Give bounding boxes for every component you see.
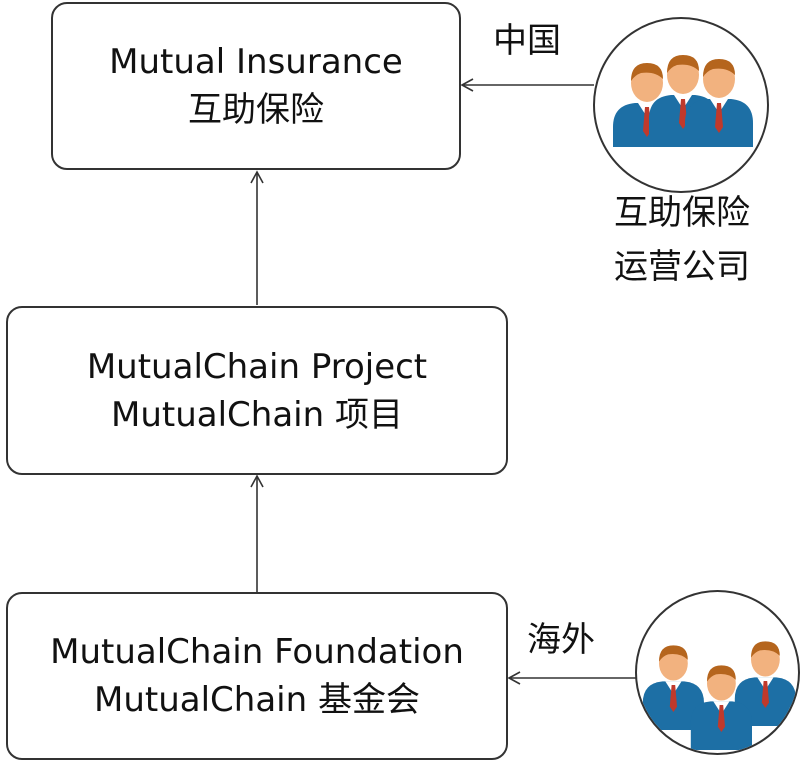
mutualchain-project-box: MutualChain Project MutualChain 项目 — [6, 306, 508, 475]
mutualchain-foundation-subtitle: MutualChain 基金会 — [94, 680, 420, 720]
person-icon — [642, 645, 704, 730]
mutual-insurance-box: Mutual Insurance 互助保险 — [51, 2, 461, 170]
mutual-insurance-title: Mutual Insurance — [109, 42, 403, 82]
mutual-insurance-subtitle: 互助保险 — [188, 90, 324, 130]
person-icon — [690, 665, 752, 750]
person-icon — [685, 59, 753, 147]
mutualchain-project-title: MutualChain Project — [86, 346, 428, 387]
mutualchain-foundation-title: MutualChain Foundation — [50, 632, 464, 672]
operator-label-line2: 运营公司 — [614, 247, 750, 287]
overseas-label: 海外 — [527, 620, 595, 660]
mutualchain-foundation-box: MutualChain Foundation MutualChain 基金会 — [6, 592, 508, 760]
mutualchain-project-subtitle: MutualChain 项目 — [111, 394, 403, 435]
operator-label-line1: 互助保险 — [614, 193, 750, 233]
china-label: 中国 — [493, 21, 561, 61]
people-group-icon — [635, 590, 800, 755]
operator-company-label: 互助保险 运营公司 — [592, 190, 772, 290]
people-group-icon — [593, 17, 769, 193]
